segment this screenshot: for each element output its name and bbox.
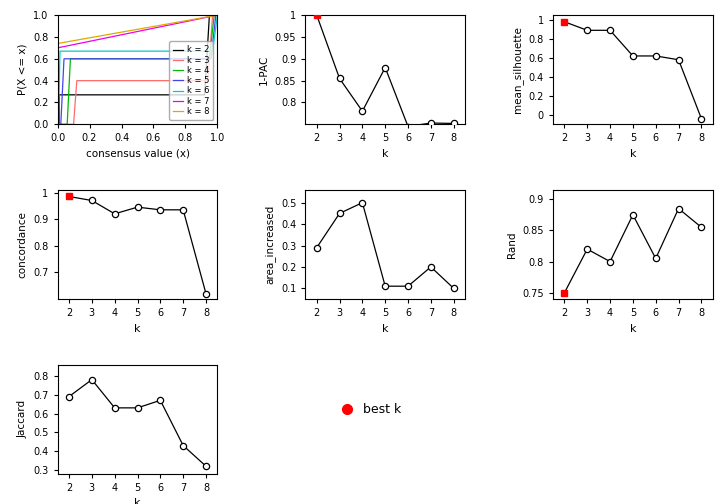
- k = 8: [178, 18, 186, 24]
- k = 7: [213, 12, 222, 18]
- k = 8: [181, 18, 189, 24]
- k = 4: [178, 56, 186, 62]
- X-axis label: k: k: [382, 149, 389, 159]
- Y-axis label: P(X <= x): P(X <= x): [18, 44, 27, 95]
- k = 7: [53, 45, 62, 51]
- Line: k = 8: k = 8: [58, 15, 217, 43]
- k = 3: [118, 78, 127, 84]
- k = 4: [213, 12, 222, 18]
- k = 7: [118, 32, 127, 38]
- k = 6: [163, 48, 171, 54]
- k = 4: [70, 56, 78, 62]
- k = 6: [70, 48, 78, 54]
- Y-axis label: area_increased: area_increased: [264, 205, 275, 284]
- k = 8: [53, 40, 62, 46]
- Line: k = 6: k = 6: [58, 15, 217, 124]
- k = 6: [213, 12, 222, 18]
- X-axis label: k: k: [382, 324, 389, 334]
- k = 7: [181, 19, 189, 25]
- k = 4: [118, 56, 127, 62]
- k = 6: [124, 48, 132, 54]
- X-axis label: k: k: [630, 324, 636, 334]
- X-axis label: k: k: [630, 149, 636, 159]
- Y-axis label: mean_silhouette: mean_silhouette: [512, 26, 523, 113]
- k = 8: [213, 12, 222, 18]
- k = 6: [118, 48, 127, 54]
- k = 5: [124, 56, 132, 62]
- k = 5: [70, 56, 78, 62]
- k = 5: [163, 56, 171, 62]
- Y-axis label: concordance: concordance: [18, 211, 27, 278]
- k = 8: [124, 28, 132, 34]
- k = 2: [181, 92, 189, 98]
- X-axis label: consensus value (x): consensus value (x): [86, 149, 189, 159]
- k = 2: [213, 12, 222, 18]
- k = 3: [209, 12, 217, 18]
- Legend:  best k: best k: [336, 398, 407, 421]
- Line: k = 5: k = 5: [58, 15, 217, 124]
- k = 4: [210, 12, 219, 18]
- k = 2: [163, 92, 171, 98]
- Y-axis label: 1-PAC: 1-PAC: [259, 54, 269, 85]
- k = 5: [212, 12, 220, 18]
- k = 2: [53, 121, 62, 128]
- k = 3: [124, 78, 132, 84]
- Line: k = 3: k = 3: [58, 15, 217, 124]
- Line: k = 4: k = 4: [58, 15, 217, 124]
- k = 3: [213, 12, 222, 18]
- X-axis label: k: k: [134, 498, 140, 504]
- k = 5: [118, 56, 127, 62]
- k = 7: [124, 30, 132, 36]
- k = 4: [53, 121, 62, 128]
- k = 2: [205, 12, 214, 18]
- Y-axis label: Rand: Rand: [507, 231, 517, 258]
- k = 5: [181, 56, 189, 62]
- k = 3: [70, 117, 78, 123]
- k = 6: [53, 121, 62, 128]
- k = 4: [124, 56, 132, 62]
- k = 3: [53, 121, 62, 128]
- k = 2: [178, 92, 186, 98]
- Legend: k = 2, k = 3, k = 4, k = 5, k = 6, k = 7, k = 8: k = 2, k = 3, k = 4, k = 5, k = 6, k = 7…: [169, 41, 213, 120]
- Y-axis label: Jaccard: Jaccard: [18, 400, 27, 438]
- k = 7: [163, 22, 171, 28]
- X-axis label: k: k: [134, 324, 140, 334]
- k = 8: [163, 21, 171, 27]
- k = 5: [213, 12, 222, 18]
- Line: k = 7: k = 7: [58, 15, 217, 48]
- k = 2: [124, 92, 132, 98]
- k = 8: [70, 38, 78, 44]
- k = 4: [163, 56, 171, 62]
- k = 6: [178, 48, 186, 54]
- k = 3: [181, 78, 189, 84]
- k = 2: [70, 92, 78, 98]
- k = 7: [178, 19, 186, 25]
- k = 8: [118, 29, 127, 35]
- k = 5: [178, 56, 186, 62]
- k = 3: [178, 78, 186, 84]
- Line: k = 2: k = 2: [58, 15, 217, 124]
- k = 5: [53, 121, 62, 128]
- k = 3: [163, 78, 171, 84]
- k = 2: [118, 92, 127, 98]
- k = 6: [181, 48, 189, 54]
- k = 4: [181, 56, 189, 62]
- k = 7: [70, 41, 78, 47]
